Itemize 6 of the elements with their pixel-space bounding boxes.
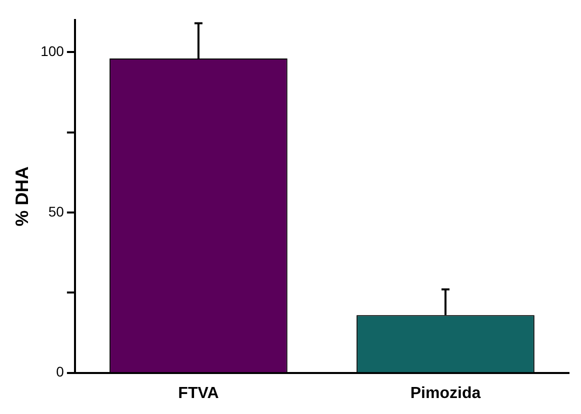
y-tick-label: 0 bbox=[56, 364, 64, 380]
x-tick-label: Pimozida bbox=[410, 384, 481, 402]
y-axis-title: % DHA bbox=[12, 166, 32, 226]
y-tick-label: 50 bbox=[48, 203, 64, 220]
x-tick-label: FTVA bbox=[178, 384, 220, 402]
y-tick-label: 100 bbox=[40, 42, 64, 59]
